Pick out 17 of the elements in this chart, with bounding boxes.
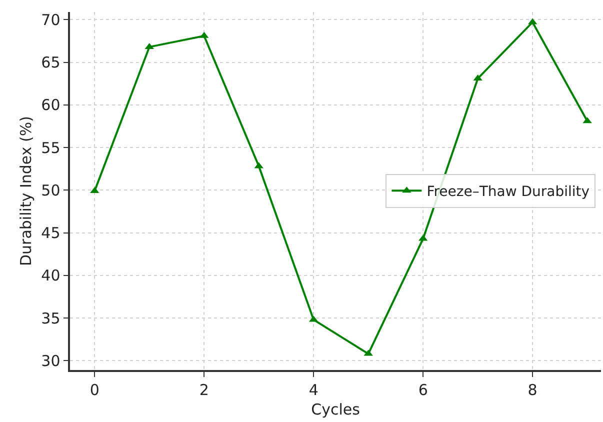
y-tick-label: 45 xyxy=(41,224,60,242)
y-tick-label: 55 xyxy=(41,138,60,157)
x-tick-label: 2 xyxy=(199,380,209,399)
x-tick-label: 6 xyxy=(418,380,428,399)
x-axis-title: Cycles xyxy=(311,400,360,418)
y-tick-label: 60 xyxy=(41,96,60,114)
y-tick-label: 30 xyxy=(41,352,60,370)
y-tick-label: 35 xyxy=(41,309,60,328)
x-tick-label: 0 xyxy=(90,380,100,399)
y-tick-label: 70 xyxy=(41,10,60,29)
y-tick-label: 50 xyxy=(41,181,60,200)
y-axis-title: Durability Index (%) xyxy=(16,116,35,266)
x-tick-label: 8 xyxy=(528,380,538,399)
legend-label: Freeze–Thaw Durability xyxy=(426,184,590,200)
y-tick-label: 40 xyxy=(41,266,60,285)
y-tick-label: 65 xyxy=(41,54,60,72)
x-tick-label: 4 xyxy=(308,380,318,399)
